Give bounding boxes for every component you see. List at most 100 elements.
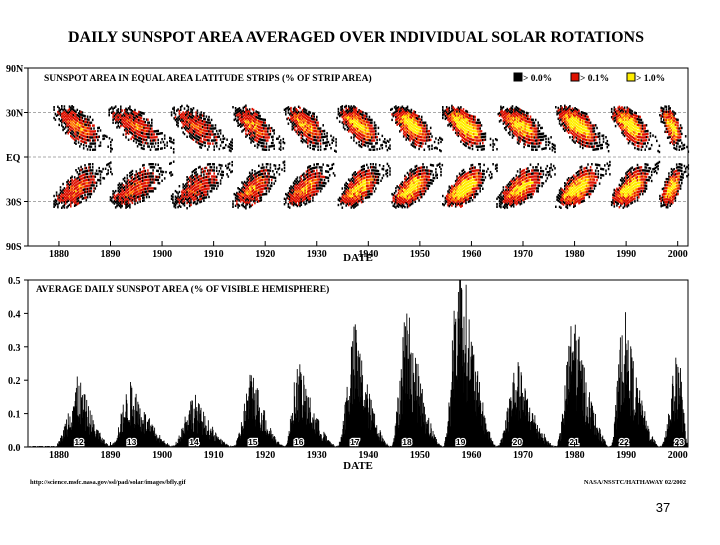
butterfly-cell — [146, 139, 148, 141]
butterfly-cell — [313, 115, 315, 117]
butterfly-cell — [472, 164, 474, 166]
butterfly-cell — [201, 117, 203, 119]
butterfly-cell — [172, 199, 174, 201]
butterfly-cell — [492, 163, 494, 165]
butterfly-cell — [339, 121, 341, 123]
butterfly-cell — [129, 206, 131, 208]
butterfly-cell — [335, 141, 337, 143]
butterfly-cell — [342, 207, 344, 209]
butterfly-cell — [329, 174, 331, 176]
butterfly-cell — [170, 171, 172, 173]
butterfly-cell — [435, 171, 437, 173]
butterfly-cell — [84, 115, 86, 117]
butterfly-cell — [150, 184, 152, 186]
butterfly-cell — [164, 177, 166, 179]
butterfly-cell — [272, 139, 274, 141]
butterfly-cell — [159, 173, 161, 175]
butterfly-cell — [164, 147, 166, 149]
butterfly-cell — [372, 187, 374, 189]
butterfly-cell — [155, 139, 157, 141]
butterfly-cell — [173, 139, 175, 141]
butterfly-cell — [425, 122, 427, 124]
butterfly-cell — [217, 173, 219, 175]
butterfly-cell — [220, 129, 222, 131]
butterfly-cell — [175, 206, 177, 208]
butterfly-cell — [132, 176, 134, 178]
butterfly-cell — [254, 145, 256, 147]
butterfly-cell — [216, 130, 218, 132]
butterfly-cell — [317, 124, 319, 126]
butterfly-cell — [387, 149, 389, 151]
butterfly-cell — [92, 163, 94, 165]
butterfly-cell — [481, 185, 483, 187]
butterfly-cell — [374, 145, 376, 147]
butterfly-cell — [325, 182, 327, 184]
butterfly-cell — [503, 186, 505, 188]
butterfly-cell — [268, 178, 270, 180]
butterfly-cell — [249, 108, 251, 110]
butterfly-cell — [335, 150, 337, 152]
butterfly-cell — [321, 172, 323, 174]
butterfly-cell — [84, 194, 86, 196]
butterfly-cell — [487, 168, 489, 170]
butterfly-cell — [261, 196, 263, 198]
butterfly-cell — [383, 168, 385, 170]
butterfly-cell — [179, 185, 181, 187]
butterfly-cell — [211, 119, 213, 121]
butterfly-cell — [485, 135, 487, 137]
butterfly-cell — [268, 149, 270, 151]
butterfly-cell — [328, 171, 330, 173]
butterfly-cell — [151, 124, 153, 126]
butterfly-cell — [266, 146, 268, 148]
butterfly-cell — [266, 190, 268, 192]
butterfly-cell — [328, 177, 330, 179]
butterfly-cell — [208, 139, 210, 141]
butterfly-cell — [507, 206, 509, 208]
butterfly-cell — [356, 142, 358, 144]
butterfly-cell — [429, 176, 431, 178]
butterfly-cell — [375, 163, 377, 165]
butterfly-cell — [173, 151, 175, 153]
butterfly-cell — [440, 150, 442, 152]
butterfly-cell — [283, 138, 285, 140]
butterfly-cell — [279, 173, 281, 175]
butterfly-cell — [335, 144, 337, 146]
butterfly-cell — [442, 195, 444, 197]
butterfly-cell — [375, 133, 377, 135]
butterfly-cell — [96, 185, 98, 187]
butterfly-cell — [203, 173, 205, 175]
butterfly-cell — [266, 193, 268, 195]
butterfly-cell — [378, 179, 380, 181]
butterfly-cell — [262, 163, 264, 165]
butterfly-cell — [87, 148, 89, 150]
butterfly-cell — [197, 197, 199, 199]
butterfly-cell — [195, 171, 197, 173]
butterfly-cell — [429, 185, 431, 187]
butterfly-cell — [202, 168, 204, 170]
butterfly-cell — [442, 117, 444, 119]
butterfly-cell — [96, 170, 98, 172]
butterfly-cell — [331, 142, 333, 144]
butterfly-cell — [485, 132, 487, 134]
butterfly-cell — [440, 174, 442, 176]
butterfly-cell — [312, 199, 314, 201]
butterfly-cell — [334, 174, 336, 176]
butterfly-cell — [268, 172, 270, 174]
butterfly-cell — [273, 129, 275, 131]
butterfly-cell — [171, 111, 173, 113]
butterfly-cell — [92, 119, 94, 121]
butterfly-cell — [371, 193, 373, 195]
butterfly-cell — [216, 170, 218, 172]
butterfly-cell — [87, 116, 89, 118]
butterfly-cell — [262, 190, 264, 192]
butterfly-cell — [171, 114, 173, 116]
butterfly-cell — [308, 114, 310, 116]
butterfly-cell — [64, 105, 66, 107]
butterfly-cell — [424, 193, 426, 195]
butterfly-cell — [263, 142, 265, 144]
butterfly-cell — [231, 141, 233, 143]
butterfly-cell — [157, 164, 159, 166]
butterfly-cell — [479, 190, 481, 192]
butterfly-cell — [139, 200, 141, 202]
butterfly-cell — [86, 145, 88, 147]
